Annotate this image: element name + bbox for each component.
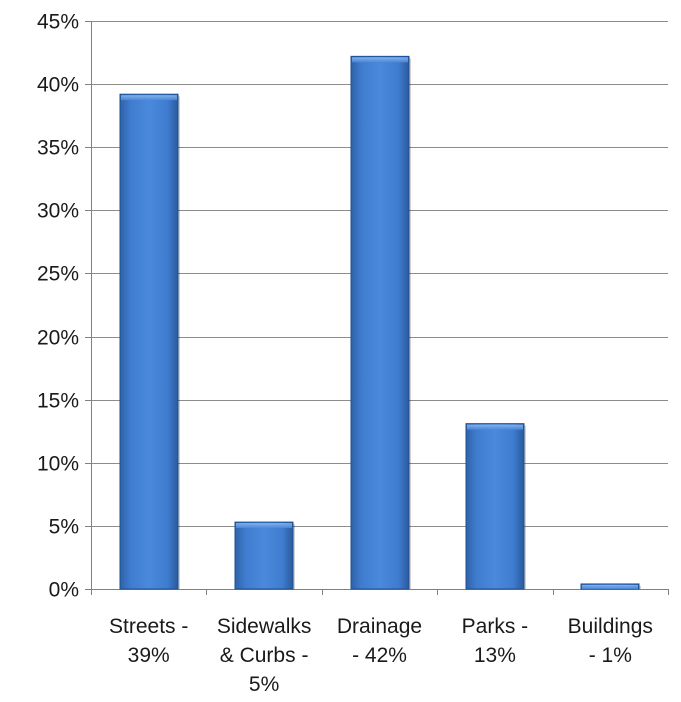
bar-top-highlight	[467, 424, 523, 430]
x-tick-label-line: 5%	[249, 673, 279, 696]
x-tick-label-line: & Curbs -	[220, 644, 309, 667]
y-tick-label: 15%	[37, 390, 79, 413]
x-tick-label-line: 39%	[128, 644, 170, 667]
y-tick-label: 30%	[37, 200, 79, 223]
y-tick-label: 5%	[49, 516, 79, 539]
bar-body	[119, 93, 179, 590]
x-tick-label-line: - 1%	[589, 644, 632, 667]
bar	[465, 423, 526, 590]
y-tick-label: 20%	[37, 327, 79, 350]
bar	[580, 583, 641, 590]
x-tick-label: Buildings - 1%	[568, 615, 653, 667]
y-tick-label: 45%	[37, 11, 79, 34]
y-tick-label: 10%	[37, 453, 79, 476]
bar-top-highlight	[582, 584, 638, 589]
bar-top-highlight	[352, 57, 408, 63]
y-tick-label: 0%	[49, 579, 79, 602]
x-tick-label-line: Drainage	[337, 615, 422, 638]
bar	[350, 55, 411, 590]
bar-body	[465, 423, 525, 590]
bar	[234, 521, 295, 590]
bar-body	[234, 521, 294, 590]
x-tick-label: Streets - 39%	[109, 615, 188, 667]
x-tick-label-line: Buildings	[568, 615, 653, 638]
y-tick-label: 25%	[37, 263, 79, 286]
x-tick-label: Parks - 13%	[462, 615, 529, 667]
bar-top-highlight	[121, 95, 177, 101]
x-tick-label-line: Parks -	[462, 615, 529, 638]
y-tick-label: 35%	[37, 137, 79, 160]
x-tick-label: Drainage - 42%	[337, 615, 422, 667]
bar-top-highlight	[236, 523, 292, 529]
x-tick-label-line: Streets -	[109, 615, 188, 638]
x-tick-label-line: Sidewalks	[217, 615, 312, 638]
x-tick-label: Sidewalks & Curbs - 5%	[217, 615, 312, 696]
bar	[119, 93, 180, 590]
x-tick-label-line: 13%	[474, 644, 516, 667]
y-tick-labels: 0% 5% 10% 15% 20% 25% 30% 35% 40% 45%	[37, 11, 79, 602]
bar-body	[350, 55, 410, 590]
x-tick-label-line: - 42%	[352, 644, 407, 667]
bars	[119, 55, 641, 590]
y-tick-label: 40%	[37, 74, 79, 97]
x-tick-labels: Streets - 39% Sidewalks & Curbs - 5% Drainage…	[109, 615, 653, 696]
